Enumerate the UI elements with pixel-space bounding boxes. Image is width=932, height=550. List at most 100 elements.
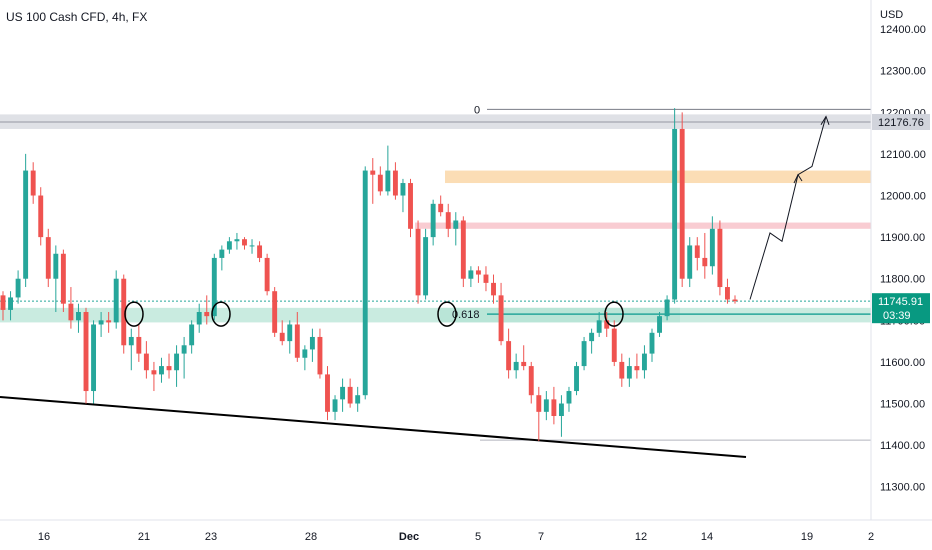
candle <box>536 386 542 441</box>
candle <box>506 328 512 379</box>
candle <box>370 158 376 204</box>
candle-body <box>362 170 368 396</box>
candle <box>423 228 429 300</box>
candle-body <box>506 341 512 371</box>
candle <box>528 361 534 404</box>
candle-body <box>483 274 489 283</box>
candle-body <box>679 128 685 279</box>
touch-circle <box>124 301 144 327</box>
candle-body <box>76 312 81 321</box>
candle-body <box>0 295 6 310</box>
y-tick-label: 11900.00 <box>880 232 925 244</box>
zones-layer <box>0 114 871 323</box>
candle <box>415 220 421 304</box>
candle-body <box>672 128 678 300</box>
candle-body <box>611 328 617 362</box>
candle <box>574 361 579 396</box>
candle-body <box>438 203 444 213</box>
candle <box>596 312 602 337</box>
y-tick-label: 12400.00 <box>880 24 926 36</box>
candle <box>475 266 481 283</box>
x-tick-label: 5 <box>475 531 481 543</box>
candle <box>702 232 708 279</box>
candle-body <box>302 349 308 358</box>
candle <box>264 253 270 296</box>
y-tick-label: 12100.00 <box>880 149 926 161</box>
candle-body <box>566 391 572 404</box>
candle <box>566 386 572 412</box>
candle <box>211 253 217 321</box>
candle-body <box>332 399 338 412</box>
candle-body <box>475 270 481 275</box>
candle <box>355 386 361 412</box>
candle <box>611 320 617 367</box>
candle <box>657 312 662 337</box>
candle <box>672 108 678 304</box>
last-price-tag <box>872 293 930 324</box>
candle <box>694 237 700 271</box>
candle-body <box>355 395 361 404</box>
candle-body <box>242 239 247 246</box>
candle-body <box>83 312 89 392</box>
candle-body <box>649 332 655 354</box>
candle-body <box>596 320 602 333</box>
countdown-label: 03:39 <box>883 310 911 322</box>
candle-body <box>38 195 44 238</box>
candle <box>219 245 225 271</box>
candle <box>15 270 21 304</box>
candle-body <box>521 361 527 367</box>
candle <box>204 295 210 325</box>
candle <box>151 361 157 392</box>
projection-path <box>749 116 827 300</box>
trendline <box>0 396 747 458</box>
candle <box>619 353 625 387</box>
candle-body <box>23 170 29 279</box>
candle-body <box>181 345 187 354</box>
candle <box>641 345 647 379</box>
candle <box>83 307 89 404</box>
candle <box>589 328 595 354</box>
candle-body <box>619 361 625 379</box>
candle-body <box>272 291 278 333</box>
candle <box>377 166 383 196</box>
candle-body <box>513 361 519 371</box>
candle-body <box>166 366 172 371</box>
y-tick-label: 11400.00 <box>880 440 925 452</box>
candle <box>166 353 172 379</box>
candle <box>468 266 474 288</box>
candle <box>30 162 36 204</box>
candle-body <box>151 370 157 375</box>
candle-body <box>15 278 21 298</box>
candle <box>732 295 738 304</box>
candle <box>362 166 368 400</box>
candle-body <box>460 220 466 279</box>
candle-body <box>491 282 496 296</box>
candle <box>483 266 489 292</box>
candle <box>558 395 564 437</box>
candle-body <box>377 174 383 192</box>
candle <box>249 239 255 254</box>
candle-body <box>589 332 595 342</box>
candle-body <box>370 170 376 175</box>
candle-body <box>453 220 459 229</box>
y-tick-label: 11300.00 <box>880 482 925 494</box>
candle <box>234 232 240 250</box>
candle-body <box>8 297 13 310</box>
y-tick-label: 11500.00 <box>880 399 925 411</box>
annotations-layer: 0 0.618 <box>124 104 830 327</box>
arrow-head <box>820 115 830 126</box>
fib-618-label: 0.618 <box>452 309 480 321</box>
candle <box>136 324 142 362</box>
candle <box>400 178 406 213</box>
x-tick-label: 23 <box>205 531 217 543</box>
candle <box>453 212 459 246</box>
candle <box>91 320 97 404</box>
candle <box>581 336 587 371</box>
candle <box>317 328 323 379</box>
candle-body <box>498 295 504 342</box>
candle <box>717 220 723 296</box>
candle <box>196 303 202 333</box>
candle-body <box>309 336 315 350</box>
